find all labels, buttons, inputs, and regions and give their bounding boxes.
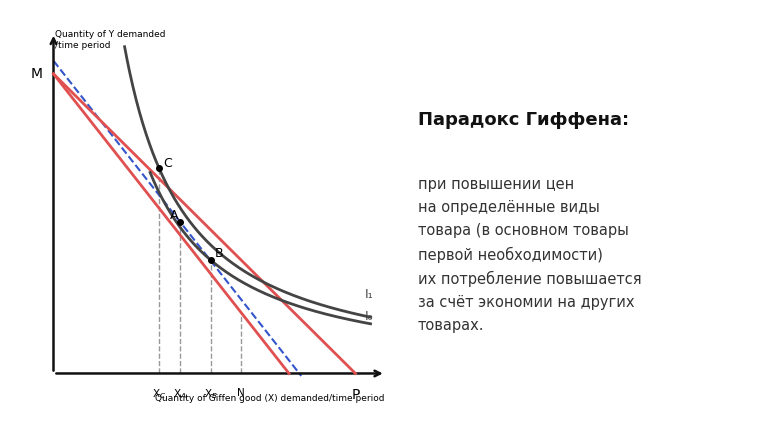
Text: A: A <box>170 209 178 222</box>
Text: B: B <box>215 247 223 260</box>
Text: N: N <box>237 388 244 398</box>
Text: I₀: I₀ <box>365 310 373 323</box>
Text: P: P <box>351 388 359 402</box>
Text: C: C <box>164 157 173 170</box>
Text: X$_C$: X$_C$ <box>152 388 167 401</box>
Text: M: M <box>31 67 43 81</box>
Text: X$_B$: X$_B$ <box>204 388 217 401</box>
Text: I₁: I₁ <box>365 288 373 301</box>
Text: X$_A$: X$_A$ <box>174 388 187 401</box>
Text: Парадокс Гиффена:: Парадокс Гиффена: <box>418 111 629 129</box>
Text: Quantity of Giffen good (X) demanded/time period: Quantity of Giffen good (X) demanded/tim… <box>154 394 384 403</box>
Text: Quantity of Y demanded
/time period: Quantity of Y demanded /time period <box>55 30 166 50</box>
Text: при повышении цен
на определённые виды
товара (в основном товары
первой необходи: при повышении цен на определённые виды т… <box>418 177 641 333</box>
